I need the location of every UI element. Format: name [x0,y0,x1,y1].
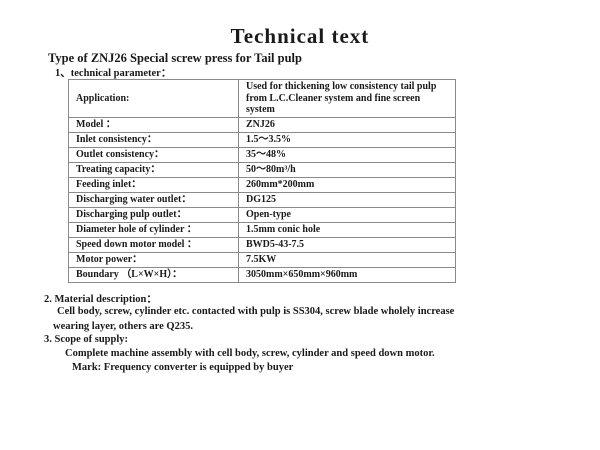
param-value: 3050mm×650mm×960mm [238,266,456,283]
table-row: Diameter hole of cylinder ： 1.5mm conic … [68,221,456,238]
param-value: Open-type [238,206,456,223]
param-value: DG125 [238,191,456,208]
param-value: 260mm*200mm [238,176,456,193]
table-row: Application: Used for thickening low con… [68,79,456,118]
param-label: Treating capacity： [68,161,239,178]
param-value: BWD5-43-7.5 [238,236,456,253]
param-value: 50～80m³/h [238,161,456,178]
param-label: Outlet consistency： [68,146,239,163]
param-label: Discharging pulp outlet： [68,206,239,223]
table-row: Discharging pulp outlet： Open-type [68,206,456,223]
param-value: 7.5KW [238,251,456,268]
param-value: ZNJ26 [238,116,456,133]
param-label: Boundary （L×W×H）： [68,266,239,283]
section-3-text-line-1: Complete machine assembly with cell body… [65,348,435,359]
param-label: Speed down motor model ： [68,236,239,253]
param-label: Application: [68,79,239,118]
page-title: Technical text [230,24,370,48]
table-row: Motor power： 7.5KW [68,251,456,268]
document-subtitle: Type of ZNJ26 Special screw press for Ta… [48,51,302,65]
table-row: Boundary （L×W×H）： 3050mm×650mm×960mm [68,266,456,283]
param-value: Used for thickening low consistency tail… [238,79,456,118]
param-value: 1.5～3.5% [238,131,456,148]
table-row: Speed down motor model ： BWD5-43-7.5 [68,236,456,253]
table-row: Feeding inlet： 260mm*200mm [68,176,456,193]
param-value: 1.5mm conic hole [238,221,456,238]
param-label: Feeding inlet： [68,176,239,193]
param-label: Diameter hole of cylinder ： [68,221,239,238]
param-label: Discharging water outlet： [68,191,239,208]
section-1-heading: 1、technical parameter： [55,68,172,79]
table-row: Model ： ZNJ26 [68,116,456,133]
param-label: Motor power： [68,251,239,268]
section-3-heading: 3. Scope of supply: [44,334,129,345]
technical-parameter-table: Application: Used for thickening low con… [68,79,456,283]
param-label: Inlet consistency： [68,131,239,148]
param-value: 35～48% [238,146,456,163]
table-row: Treating capacity： 50～80m³/h [68,161,456,178]
section-2-text-line-1: Cell body, screw, cylinder etc. contacte… [57,306,455,317]
section-2-heading: 2. Material description： [44,294,157,305]
table-row: Discharging water outlet： DG125 [68,191,456,208]
section-3-mark-note: Mark: Frequency converter is equipped by… [72,362,294,373]
table-row: Outlet consistency： 35～48% [68,146,456,163]
section-2-text-line-2: wearing layer, others are Q235. [53,321,193,332]
table-row: Inlet consistency： 1.5～3.5% [68,131,456,148]
param-label: Model ： [68,116,239,133]
